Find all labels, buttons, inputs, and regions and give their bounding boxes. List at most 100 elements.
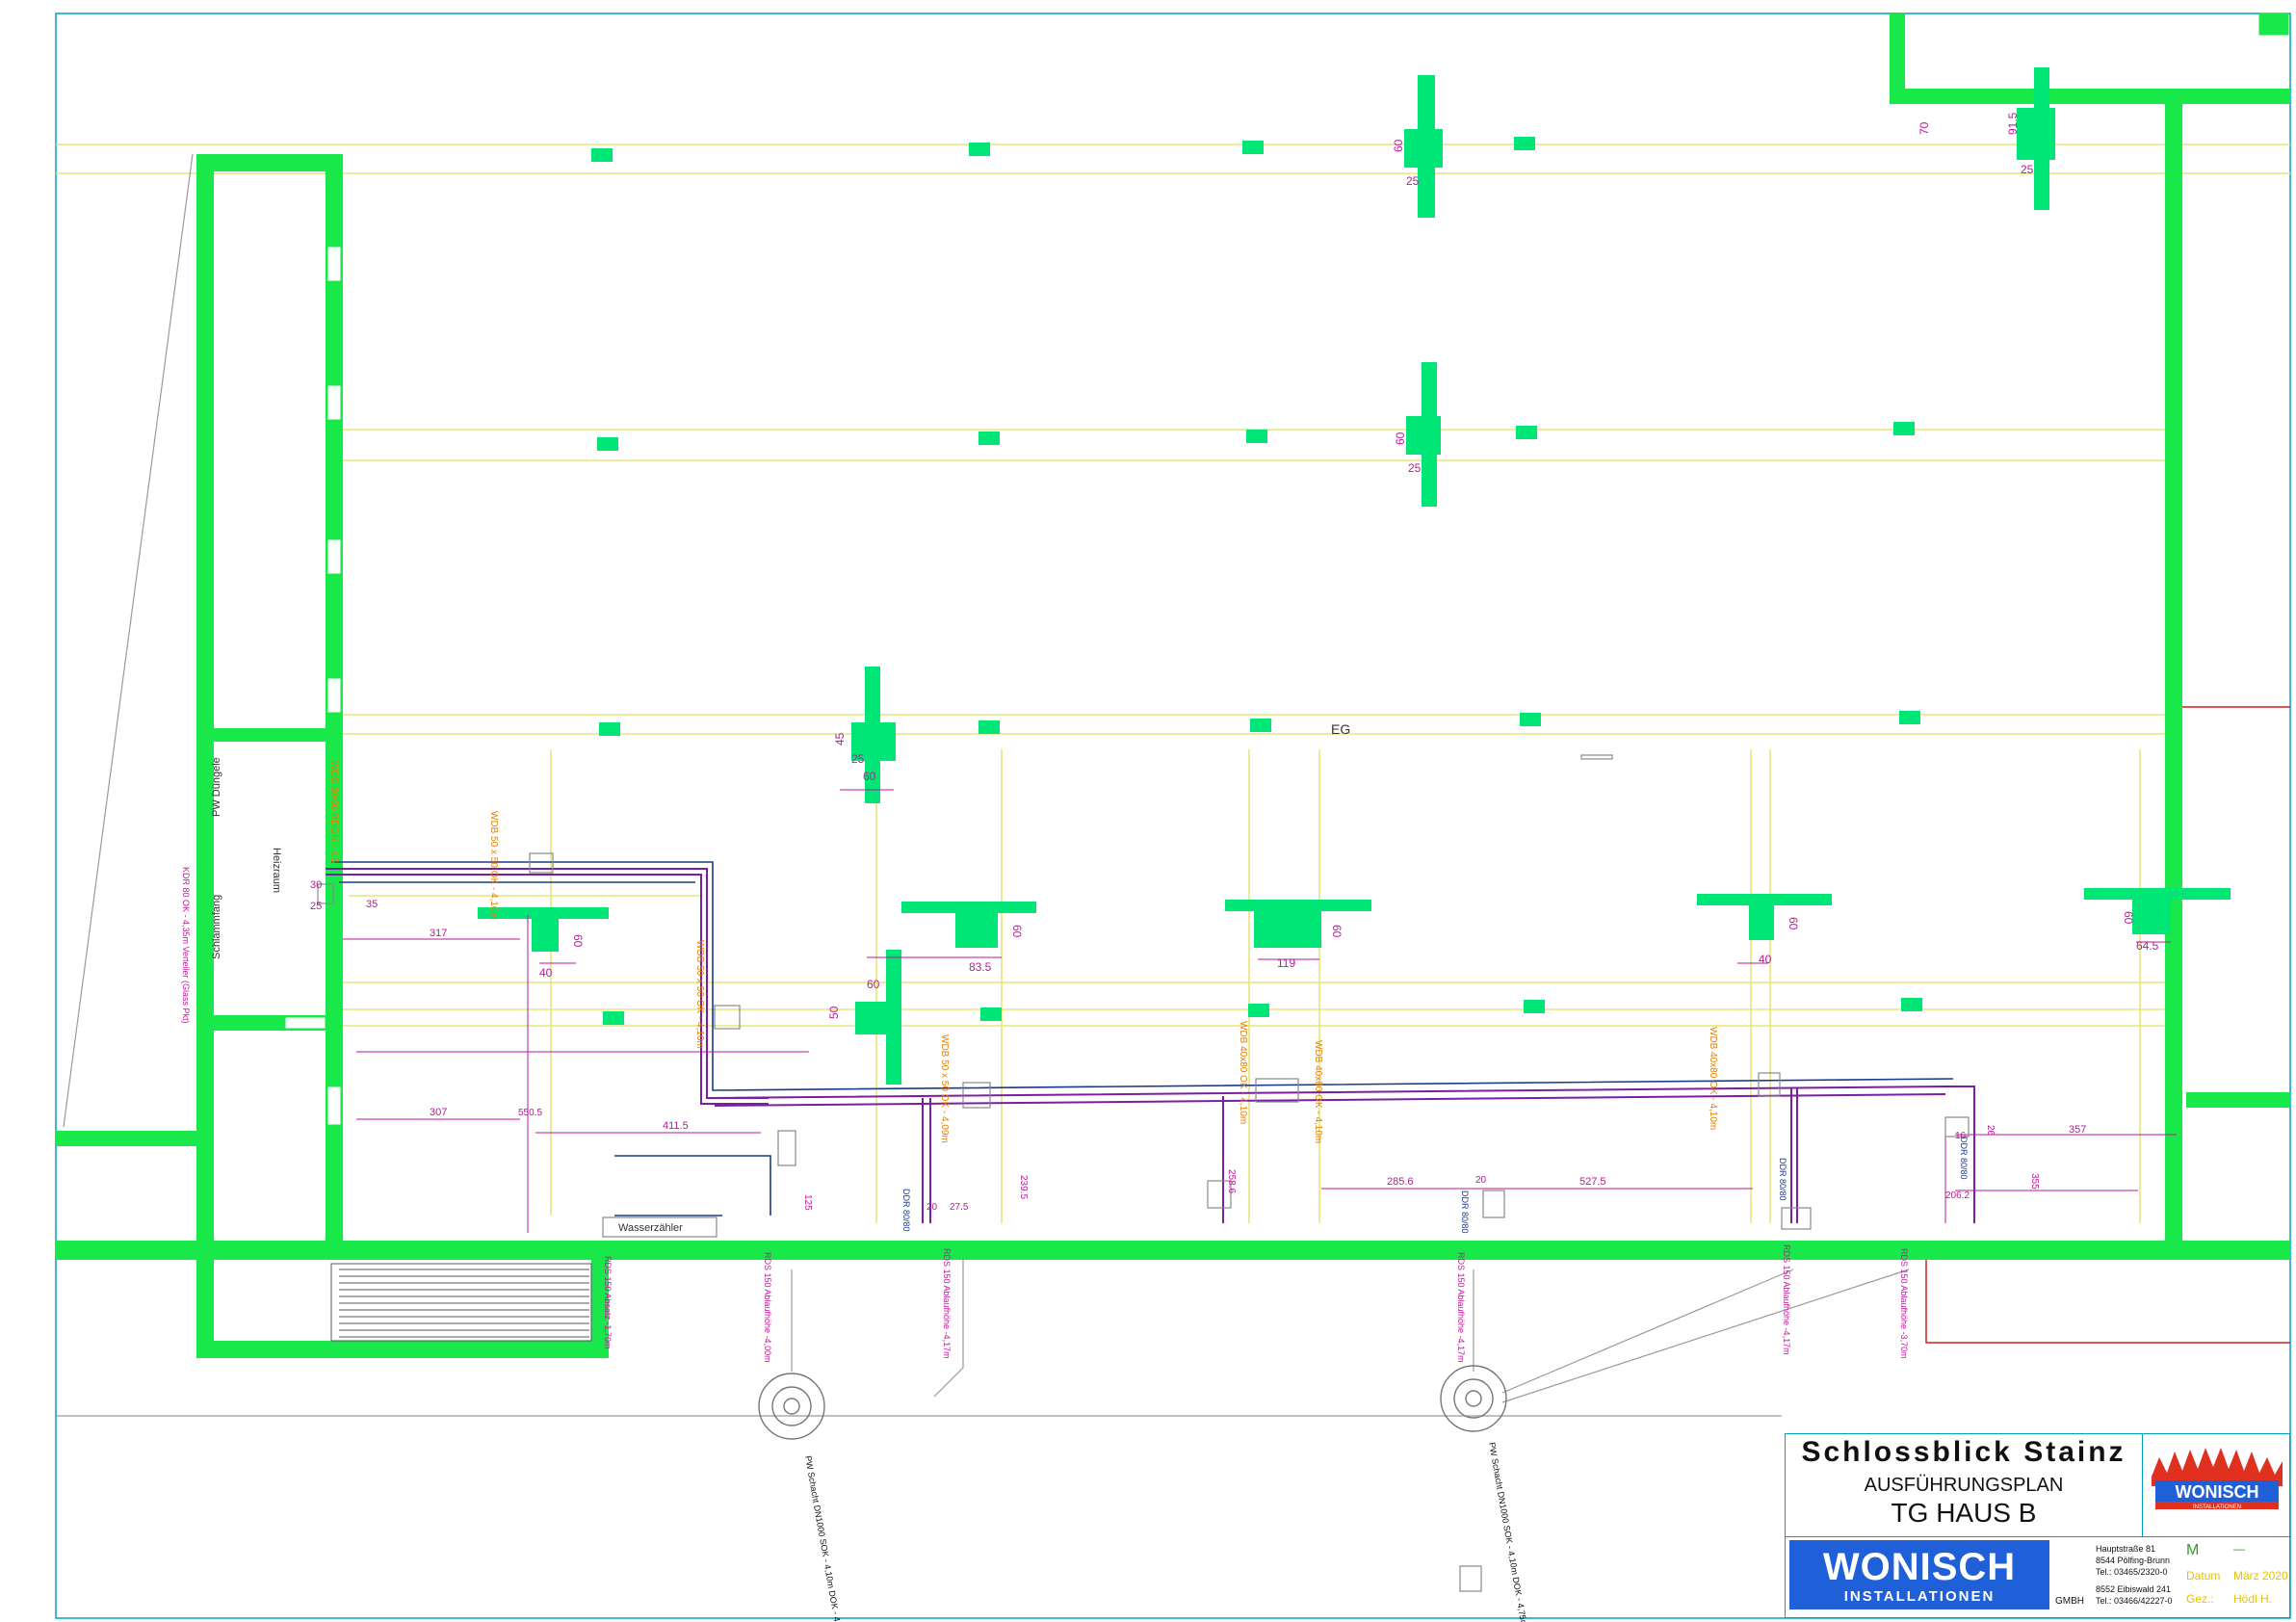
dim-misc-3: 258.6 (1226, 1169, 1237, 1193)
dim-left-2: 25 (310, 901, 322, 912)
staircase (330, 1263, 592, 1342)
dim-left-3: 35 (366, 899, 378, 910)
company-logo-small: WONISCH INSTALLATIONEN (2152, 1448, 2283, 1510)
dim-beam-1-w: 40 (539, 966, 553, 980)
dim-col-2: 50 (827, 1006, 841, 1019)
dim-eg-3: 60 (863, 770, 876, 783)
room-label-wasserzaehler: Wasserzähler (618, 1222, 683, 1234)
drain-note-ddr-2: DDR 80/80 (1460, 1190, 1470, 1234)
drain-note-left: KDR 80 OK - 4,35m Verteiler (Glass Pkt) (181, 867, 191, 1024)
recesses (591, 137, 1922, 1025)
dim-beam-5-w: 64.5 (2136, 939, 2159, 953)
drain-note-6: RDS 150 Ablaufhöhe -3,70m (1899, 1248, 1909, 1359)
dim-top-b2: 91.5 (2006, 112, 2020, 135)
drain-note-1: RDS 150 Absatz -1,70m (603, 1256, 613, 1349)
pipe-note-3: WDB 50 x 50 OK - 4,10m (694, 940, 705, 1049)
scale-label: M (2186, 1542, 2200, 1558)
dim-beam-4-w: 40 (1759, 953, 1772, 966)
dim-short-1: 20 (926, 1202, 938, 1213)
dim-misc-8: 27.5 (950, 1202, 969, 1213)
shaft-note-2: PW Schacht DN1000 SOK - 4,10m DOK - 4,75… (1487, 1442, 1535, 1622)
dim-beam-2-h: 60 (1010, 925, 1024, 938)
dim-run-1: 317 (430, 928, 447, 939)
pipe-note-5: WDB 40x80 OK - 4,10m (1238, 1021, 1248, 1124)
dim-beam-3-w: 119 (1277, 956, 1295, 970)
dim-top-a1: 60 (1392, 139, 1405, 152)
dim-beam-5-h: 60 (2122, 911, 2135, 925)
pipe-note-6: WDB 40x80 OK - 4,10m (1313, 1040, 1323, 1143)
dim-misc-4: 206.2 (1945, 1190, 1970, 1201)
shaft-note-1: PW Schacht DN1000 SOK - 4,10m DOK - 4,75… (803, 1455, 851, 1622)
fixtures (317, 754, 1970, 1592)
dim-mid-a2: 25 (1408, 461, 1422, 475)
address-line-4: 8552 Eibiswald 241 (2096, 1584, 2172, 1594)
dim-run-4: 285.6 (1387, 1176, 1414, 1188)
date-value: März 2020 (2233, 1569, 2288, 1583)
manhole-shafts (758, 1365, 1507, 1440)
dim-run-2: 307 (430, 1107, 447, 1118)
company-form: GMBH (2055, 1596, 2084, 1607)
drain-lines (331, 861, 1954, 1216)
scale-value: — (2233, 1542, 2245, 1556)
sheet-border (55, 13, 2291, 1619)
pipe-note-1: WDB 50/50 RDGN - 4,5 (328, 761, 339, 864)
title-block: Schlossblick Stainz AUSFÜHRUNGSPLAN TG H… (1785, 1433, 2291, 1618)
dim-misc-1: 550.5 (518, 1108, 542, 1118)
date-label: Datum (2186, 1569, 2221, 1583)
drain-note-4: RDS 150 Ablaufhöhe -4,17m (1456, 1252, 1466, 1363)
drain-note-ddr-4: DDR 80/80 (1959, 1137, 1969, 1180)
dim-col-1: 60 (867, 978, 880, 991)
pipe-note-4: WDB 50 x 50 OK - 4,09m (939, 1034, 950, 1143)
drain-note-3: RDS 150 Ablaufhöhe -4,17m (942, 1248, 952, 1359)
beams-columns (478, 67, 2231, 1085)
dim-mid-a1: 60 (1394, 432, 1407, 445)
room-label-heizraum: Heizraum (271, 848, 282, 893)
drain-note-5: RDS 150 Ablaufhöhe -4,17m (1782, 1244, 1791, 1355)
room-label-pw-duengele: PW Düngele (211, 757, 222, 817)
address-line-3: Tel.: 03465/2320-0 (2096, 1567, 2168, 1577)
dim-top-a2: 25 (1406, 174, 1420, 188)
pipe-runs (326, 868, 1975, 1223)
dim-run-3: 411.5 (663, 1120, 689, 1132)
address-line-2: 8544 Pölfing-Brunn (2096, 1556, 2171, 1565)
dim-beam-2-w: 83.5 (969, 960, 992, 974)
dim-run-6: 357 (2069, 1124, 2086, 1136)
address-line-1: Hauptstraße 81 (2096, 1544, 2156, 1554)
divider (2142, 1434, 2143, 1536)
dim-run-5: 527.5 (1579, 1176, 1606, 1188)
level-label: EG (1331, 721, 1350, 737)
dim-beam-3-h: 60 (1330, 925, 1344, 938)
dim-misc-6: 355 (2029, 1173, 2040, 1190)
logo-large-sub: INSTALLATIONEN (1843, 1588, 1996, 1605)
room-label-schlammfang: Schlammfang (211, 895, 222, 959)
drawn-by-label: Gez.: (2186, 1592, 2214, 1606)
drawn-by-value: Hödl H. (2233, 1592, 2273, 1606)
dim-eg-2: 25 (851, 752, 865, 766)
pipe-note-2: WDB 50 x 50 OK - 4,10m (488, 811, 499, 920)
address-line-5: Tel.: 03466/42227-0 (2096, 1596, 2173, 1606)
dim-eg-1: 45 (833, 732, 847, 746)
drain-note-ddr-1: DDR 80/80 (901, 1189, 911, 1232)
divider (1786, 1536, 2291, 1537)
structural-grid (56, 144, 2290, 1223)
dim-beam-4-h: 60 (1787, 917, 1800, 930)
dim-misc-7: 125 (802, 1194, 813, 1211)
drain-note-2: RDS 150 Ablaufhöhe -4,00m (763, 1252, 772, 1363)
drain-note-ddr-3: DDR 80/80 (1778, 1158, 1787, 1201)
dim-misc-2: 239.5 (1018, 1175, 1029, 1199)
pipe-note-7: WDB 40x80 OK - 4,10m (1708, 1027, 1718, 1130)
dim-left-1: 30 (310, 879, 322, 891)
walls (56, 13, 2290, 1358)
wall-openings (284, 13, 2289, 1126)
plan-name: TG HAUS B (1891, 1498, 2037, 1528)
company-logo-large: WONISCH INSTALLATIONEN (1789, 1540, 2049, 1609)
logo-small-sub: INSTALLATIONEN (2193, 1504, 2241, 1510)
dim-misc-5: 26 (1985, 1125, 1996, 1137)
dim-short-3: 16 (1955, 1131, 1967, 1141)
dim-top-b1: 70 (1918, 121, 1931, 135)
site-lines (56, 153, 1910, 1417)
logo-small-text: WONISCH (2176, 1482, 2259, 1502)
logo-large-text: WONISCH (1822, 1546, 2017, 1588)
dim-short-2: 20 (1475, 1175, 1487, 1186)
